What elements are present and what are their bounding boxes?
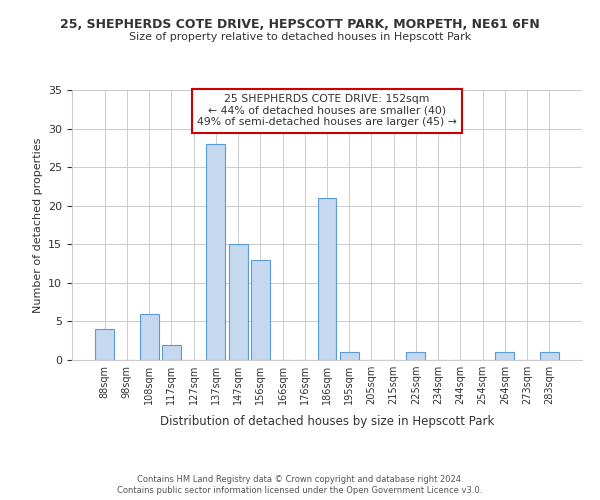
Bar [229,244,248,360]
X-axis label: Distribution of detached houses by size in Hepscott Park: Distribution of detached houses by size … [160,416,494,428]
Text: 25, SHEPHERDS COTE DRIVE, HEPSCOTT PARK, MORPETH, NE61 6FN: 25, SHEPHERDS COTE DRIVE, HEPSCOTT PARK,… [60,18,540,30]
Text: 25 SHEPHERDS COTE DRIVE: 152sqm
← 44% of detached houses are smaller (40)
49% of: 25 SHEPHERDS COTE DRIVE: 152sqm ← 44% of… [197,94,457,127]
Text: Size of property relative to detached houses in Hepscott Park: Size of property relative to detached ho… [129,32,471,42]
Text: Contains public sector information licensed under the Open Government Licence v3: Contains public sector information licen… [118,486,482,495]
Bar [95,329,114,360]
Bar [162,344,181,360]
Bar [206,144,225,360]
Bar [540,352,559,360]
Bar [496,352,514,360]
Text: Contains HM Land Registry data © Crown copyright and database right 2024.: Contains HM Land Registry data © Crown c… [137,475,463,484]
Bar [140,314,158,360]
Bar [406,352,425,360]
Bar [340,352,359,360]
Y-axis label: Number of detached properties: Number of detached properties [32,138,43,312]
Bar [317,198,337,360]
Bar [251,260,270,360]
